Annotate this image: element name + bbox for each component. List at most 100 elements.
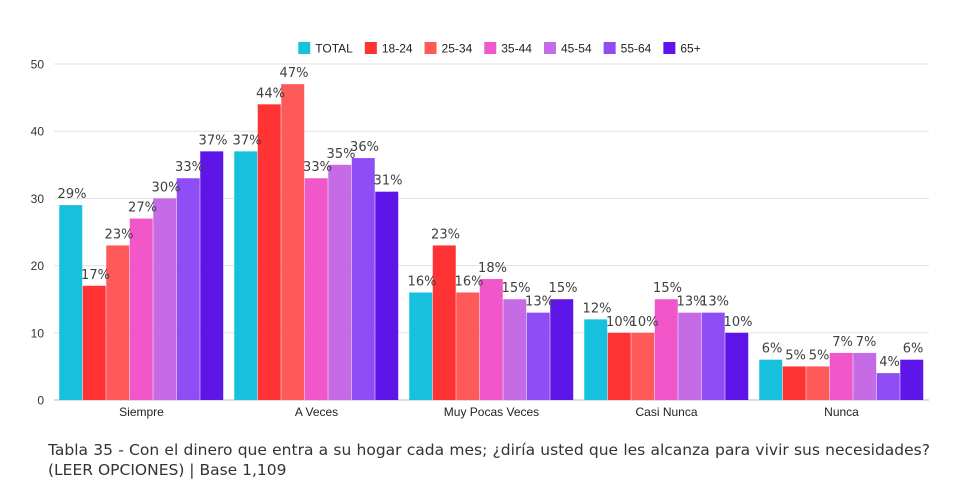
legend-item: TOTAL — [298, 42, 353, 56]
data-label: 16% — [455, 274, 484, 289]
bar — [234, 151, 258, 400]
data-label: 23% — [105, 227, 134, 242]
data-label: 18% — [478, 261, 507, 276]
data-label: 6% — [762, 342, 783, 357]
bar — [631, 332, 655, 400]
data-label: 16% — [408, 274, 437, 289]
legend-swatch — [543, 42, 556, 54]
legend-item: 25-34 — [424, 42, 473, 56]
data-label: 31% — [374, 174, 403, 189]
data-label: 10% — [724, 315, 753, 330]
bar — [409, 292, 433, 400]
legend: TOTAL 18-24 25-34 35-44 45-54 55-64 65+ — [298, 42, 701, 56]
legend-label: 35-44 — [501, 42, 532, 56]
bar — [876, 373, 900, 400]
legend-item: 65+ — [663, 42, 701, 56]
bar — [725, 332, 749, 400]
legend-item: 18-24 — [364, 42, 413, 56]
data-label: 5% — [785, 348, 806, 363]
bar-chart: TOTAL 18-24 25-34 35-44 45-54 55-64 65+ 0 10 20 3… — [31, 42, 929, 419]
bar — [607, 332, 631, 400]
legend-swatch — [424, 42, 437, 54]
data-label: 35% — [327, 147, 356, 162]
data-label: 33% — [175, 160, 204, 175]
data-label: 10% — [630, 315, 659, 330]
data-label: 23% — [431, 227, 460, 242]
x-tick-label: Siempre — [119, 405, 164, 419]
legend-label: 45-54 — [561, 42, 592, 56]
bar — [829, 352, 853, 400]
bar — [782, 366, 806, 400]
data-label: 29% — [58, 187, 87, 202]
data-label: 7% — [856, 335, 877, 350]
data-label: 17% — [81, 268, 110, 283]
data-label: 4% — [879, 355, 900, 370]
bar — [59, 205, 83, 400]
legend-swatch — [663, 42, 676, 54]
data-label: 15% — [549, 281, 578, 296]
bar — [654, 299, 678, 400]
x-tick-label: Nunca — [824, 405, 859, 419]
data-label: 13% — [525, 295, 554, 310]
data-label: 47% — [280, 66, 309, 81]
data-label: 37% — [199, 133, 228, 148]
x-axis-ticks: Siempre A Veces Muy Pocas Veces Casi Nunca N… — [119, 405, 859, 419]
bar — [351, 158, 375, 400]
data-label: 13% — [700, 295, 729, 310]
bar — [176, 178, 200, 400]
bar — [153, 198, 177, 400]
bar — [900, 359, 924, 400]
data-label: 10% — [606, 315, 635, 330]
legend-label: 18-24 — [382, 42, 413, 56]
bar — [129, 218, 153, 400]
bar — [503, 299, 527, 400]
bar — [456, 292, 480, 400]
data-label: 33% — [303, 160, 332, 175]
bar — [257, 104, 281, 400]
data-label: 5% — [809, 348, 830, 363]
bar — [806, 366, 830, 400]
legend-label: TOTAL — [315, 42, 353, 56]
legend-swatch — [484, 42, 497, 54]
legend-label: 65+ — [680, 42, 700, 56]
data-label: 15% — [653, 281, 682, 296]
legend-swatch — [364, 42, 377, 54]
legend-swatch — [298, 42, 311, 54]
data-label: 27% — [128, 201, 157, 216]
y-tick-label: 10 — [31, 326, 45, 340]
y-tick-label: 0 — [37, 394, 44, 408]
bar — [328, 164, 352, 400]
bar — [82, 285, 106, 400]
x-tick-label: Muy Pocas Veces — [444, 405, 539, 419]
bar — [375, 191, 399, 400]
x-tick-label: Casi Nunca — [635, 405, 697, 419]
bar — [584, 319, 608, 400]
data-label: 44% — [256, 86, 285, 101]
y-tick-label: 40 — [31, 125, 45, 139]
bar — [526, 312, 550, 400]
bar — [853, 352, 877, 400]
data-label: 15% — [502, 281, 531, 296]
bar — [759, 359, 783, 400]
bar — [479, 279, 503, 400]
legend-label: 55-64 — [621, 42, 652, 56]
bar — [678, 312, 702, 400]
data-label: 13% — [677, 295, 706, 310]
chart-caption: Tabla 35 - Con el dinero que entra a su … — [48, 441, 930, 479]
bar — [304, 178, 328, 400]
data-label: 7% — [832, 335, 853, 350]
data-label: 30% — [152, 180, 181, 195]
data-label: 6% — [903, 342, 924, 357]
data-label: 36% — [350, 140, 379, 155]
bar — [200, 151, 224, 400]
y-tick-label: 50 — [31, 58, 45, 72]
bar — [550, 299, 574, 400]
legend-item: 45-54 — [543, 42, 592, 56]
bar — [701, 312, 725, 400]
bar — [432, 245, 456, 400]
bar — [106, 245, 130, 400]
y-tick-label: 30 — [31, 192, 45, 206]
bars — [59, 84, 924, 400]
data-label: 37% — [233, 133, 262, 148]
x-tick-label: A Veces — [295, 405, 338, 419]
